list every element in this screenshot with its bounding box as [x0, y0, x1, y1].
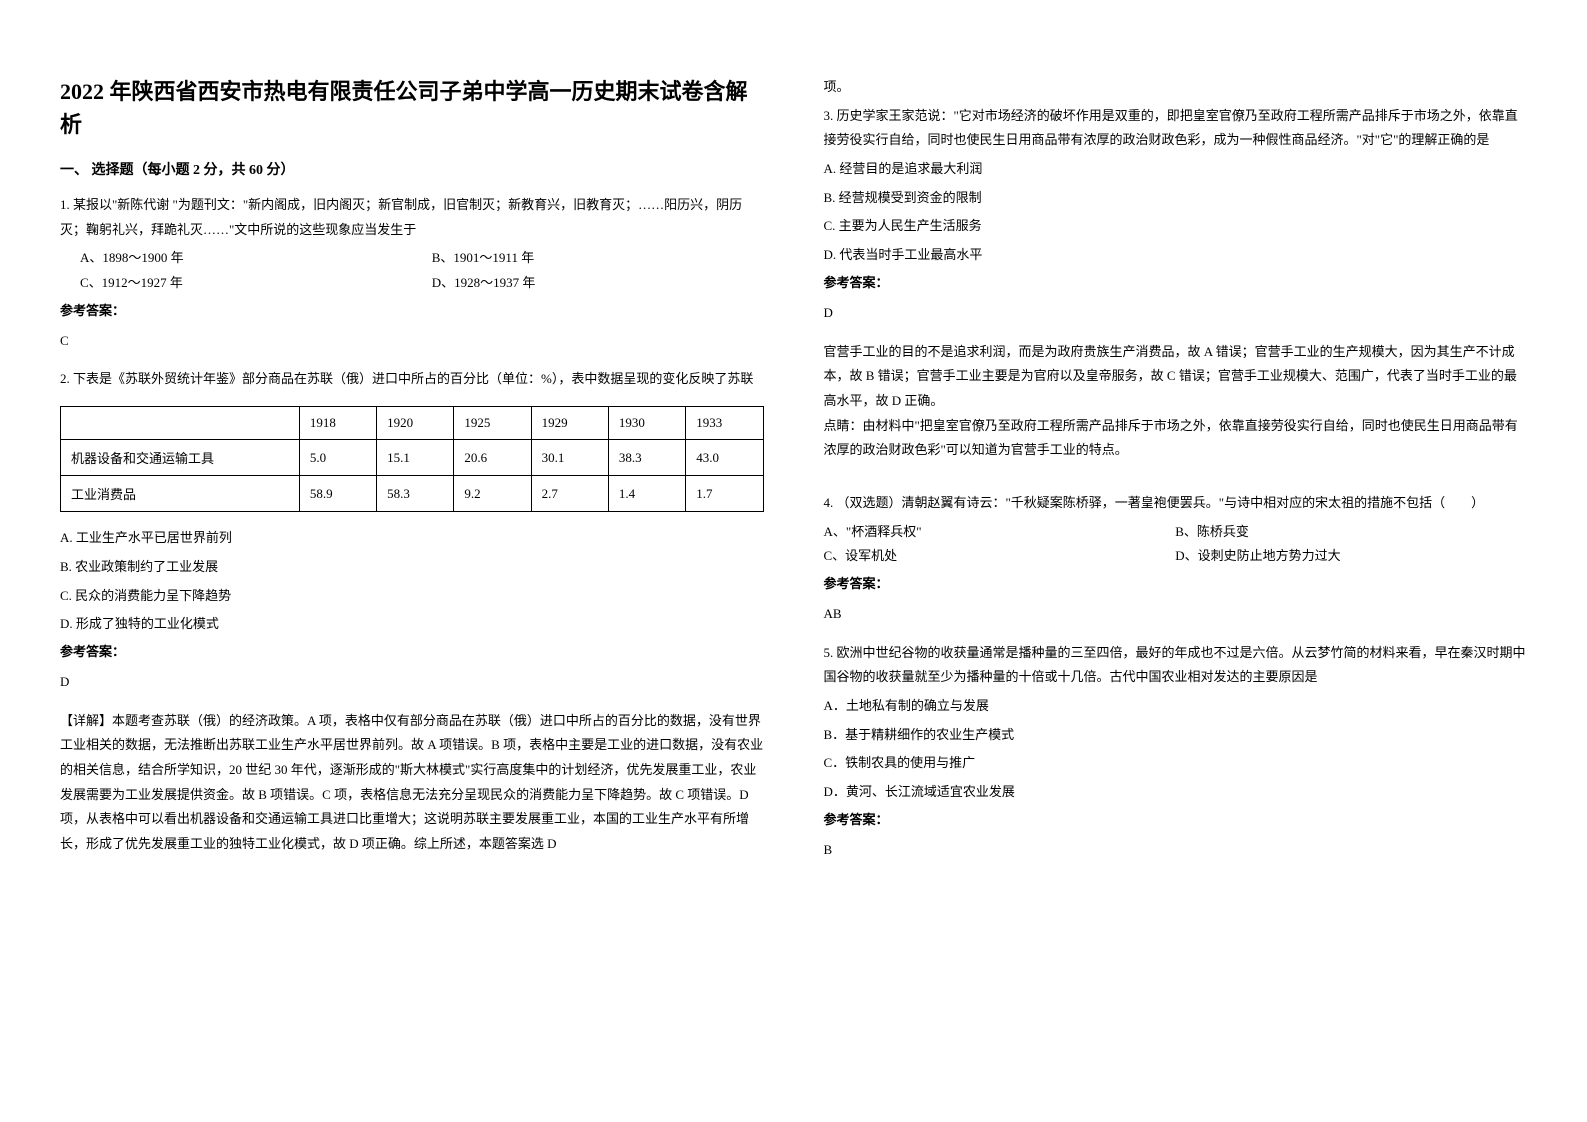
- left-column: 2022 年陕西省西安市热电有限责任公司子弟中学高一历史期末试卷含解析 一、 选…: [60, 75, 764, 1047]
- q4-answer-label: 参考答案：: [824, 573, 1528, 592]
- q2-table: 1918 1920 1925 1929 1930 1933 机器设备和交通运输工…: [60, 406, 764, 512]
- q3-explain1: 官营手工业的目的不是追求利润，而是为政府贵族生产消费品，故 A 错误；官营手工业…: [824, 340, 1528, 414]
- table-header-row: 1918 1920 1925 1929 1930 1933: [61, 407, 764, 440]
- q2-answer: D: [60, 670, 764, 695]
- q2-explain: 【详解】本题考查苏联（俄）的经济政策。A 项，表格中仅有部分商品在苏联（俄）进口…: [60, 709, 764, 857]
- q4-opt-d: D、设刺史防止地方势力过大: [1175, 544, 1527, 569]
- q5-text: 5. 欧洲中世纪谷物的收获量通常是播种量的三至四倍，最好的年成也不过是六倍。从云…: [824, 641, 1528, 690]
- q1-text: 1. 某报以"新陈代谢 "为题刊文："新内阁成，旧内阁灭；新官制成，旧官制灭；新…: [60, 193, 764, 242]
- table-cell: 1918: [299, 407, 376, 440]
- q2-opt-a: A. 工业生产水平已居世界前列: [60, 526, 764, 551]
- q2-answer-label: 参考答案：: [60, 641, 764, 660]
- spacer: [824, 463, 1528, 477]
- spacer: [824, 477, 1528, 491]
- table-cell: 38.3: [608, 440, 685, 476]
- q4-opt-c: C、设军机处: [824, 544, 1176, 569]
- table-cell: 20.6: [454, 440, 531, 476]
- q3-opt-a: A. 经营目的是追求最大利润: [824, 157, 1528, 182]
- table-cell: 1929: [531, 407, 608, 440]
- q3-answer-label: 参考答案：: [824, 272, 1528, 291]
- table-cell: 5.0: [299, 440, 376, 476]
- q1-answer-label: 参考答案：: [60, 300, 764, 319]
- q2-opt-d: D. 形成了独特的工业化模式: [60, 612, 764, 637]
- q5-opt-c: C．铁制农具的使用与推广: [824, 751, 1528, 776]
- q3-opt-b: B. 经营规模受到资金的限制: [824, 186, 1528, 211]
- q4-options: A、"杯酒释兵权" B、陈桥兵变 C、设军机处 D、设刺史防止地方势力过大: [824, 520, 1528, 569]
- q4-opt-b: B、陈桥兵变: [1175, 520, 1527, 545]
- document-title: 2022 年陕西省西安市热电有限责任公司子弟中学高一历史期末试卷含解析: [60, 75, 764, 141]
- table-cell: 1933: [686, 407, 763, 440]
- table-cell: 43.0: [686, 440, 763, 476]
- table-cell: 30.1: [531, 440, 608, 476]
- q2-text: 2. 下表是《苏联外贸统计年鉴》部分商品在苏联（俄）进口中所占的百分比（单位：%…: [60, 367, 764, 392]
- table-row: 工业消费品 58.9 58.3 9.2 2.7 1.4 1.7: [61, 476, 764, 512]
- q1-opt-b: B、1901～1911 年: [412, 246, 764, 271]
- table-cell: 15.1: [377, 440, 454, 476]
- table-cell: 1.7: [686, 476, 763, 512]
- q1-opt-a: A、1898～1900 年: [60, 246, 412, 271]
- q3-text: 3. 历史学家王家范说："它对市场经济的破坏作用是双重的，即把皇室官僚乃至政府工…: [824, 104, 1528, 153]
- q4-answer: AB: [824, 602, 1528, 627]
- q2-opt-b: B. 农业政策制约了工业发展: [60, 555, 764, 580]
- table-cell: 机器设备和交通运输工具: [61, 440, 300, 476]
- q1-opt-d: D、1928～1937 年: [412, 271, 764, 296]
- q3-explain2: 点睛：由材料中"把皇室官僚乃至政府工程所需产品排斥于市场之外，依靠直接劳役实行自…: [824, 414, 1528, 463]
- q5-opt-a: A．土地私有制的确立与发展: [824, 694, 1528, 719]
- q1-options: A、1898～1900 年 B、1901～1911 年 C、1912～1927 …: [60, 246, 764, 295]
- table-cell: 1920: [377, 407, 454, 440]
- q3-opt-d: D. 代表当时手工业最高水平: [824, 243, 1528, 268]
- q2-opt-c: C. 民众的消费能力呈下降趋势: [60, 584, 764, 609]
- table-cell: 1925: [454, 407, 531, 440]
- table-cell: 1930: [608, 407, 685, 440]
- section-header: 一、 选择题（每小题 2 分，共 60 分）: [60, 159, 764, 179]
- right-column: 项。 3. 历史学家王家范说："它对市场经济的破坏作用是双重的，即把皇室官僚乃至…: [824, 75, 1528, 1047]
- q5-opt-b: B．基于精耕细作的农业生产模式: [824, 723, 1528, 748]
- q1-opt-c: C、1912～1927 年: [60, 271, 412, 296]
- q3-answer: D: [824, 301, 1528, 326]
- table-cell: 58.3: [377, 476, 454, 512]
- q3-opt-c: C. 主要为人民生产生活服务: [824, 214, 1528, 239]
- col2-continuation: 项。: [824, 75, 1528, 100]
- q5-answer-label: 参考答案：: [824, 809, 1528, 828]
- q4-text: 4. （双选题）清朝赵翼有诗云："千秋疑案陈桥驿，一著皇袍便罢兵。"与诗中相对应…: [824, 491, 1528, 516]
- q5-opt-d: D．黄河、长江流域适宜农业发展: [824, 780, 1528, 805]
- table-cell: 9.2: [454, 476, 531, 512]
- q1-answer: C: [60, 329, 764, 354]
- table-cell: 1.4: [608, 476, 685, 512]
- q5-answer: B: [824, 838, 1528, 863]
- table-cell: 58.9: [299, 476, 376, 512]
- q4-opt-a: A、"杯酒释兵权": [824, 520, 1176, 545]
- table-cell: 工业消费品: [61, 476, 300, 512]
- table-cell: 2.7: [531, 476, 608, 512]
- table-cell: [61, 407, 300, 440]
- table-row: 机器设备和交通运输工具 5.0 15.1 20.6 30.1 38.3 43.0: [61, 440, 764, 476]
